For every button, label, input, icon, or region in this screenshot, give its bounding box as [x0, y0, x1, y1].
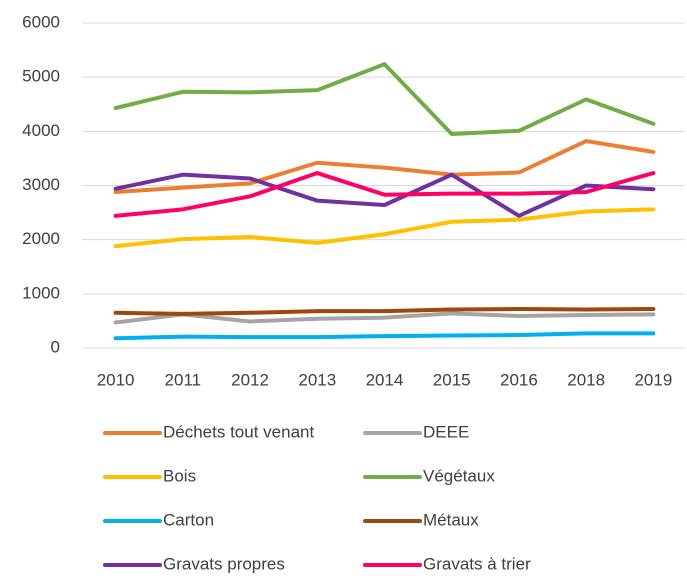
legend-label: Déchets tout venant	[163, 422, 314, 441]
x-tick-label: 2016	[500, 370, 538, 389]
legend-label: Bois	[163, 466, 196, 485]
legend-label: Gravats à trier	[423, 554, 531, 573]
legend-label: Gravats propres	[163, 554, 285, 573]
legend-label: DEEE	[423, 422, 469, 441]
series-line	[113, 139, 656, 194]
x-tick-label: 2014	[366, 370, 404, 389]
y-tick-label: 1000	[22, 283, 60, 302]
series-line	[113, 331, 656, 341]
series-line	[113, 207, 656, 249]
legend-label: Métaux	[423, 510, 479, 529]
x-tick-label: 2013	[298, 370, 336, 389]
series-line	[113, 311, 656, 325]
series-line	[113, 172, 656, 218]
series-line	[113, 62, 656, 137]
series-line	[113, 307, 656, 316]
x-tick-label: 2019	[634, 370, 672, 389]
y-tick-label: 5000	[22, 67, 60, 86]
x-tick-label: 2015	[433, 370, 471, 389]
y-tick-label: 4000	[22, 121, 60, 140]
x-tick-label: 2018	[567, 370, 605, 389]
x-tick-label: 2010	[97, 370, 135, 389]
series-line	[113, 171, 656, 218]
y-tick-label: 3000	[22, 175, 60, 194]
y-tick-label: 2000	[22, 229, 60, 248]
y-tick-label: 6000	[22, 12, 60, 31]
legend-label: Végétaux	[423, 466, 495, 485]
legend-label: Carton	[163, 510, 214, 529]
x-tick-label: 2011	[165, 370, 202, 389]
x-tick-label: 2012	[231, 370, 269, 389]
y-tick-label: 0	[51, 337, 60, 356]
